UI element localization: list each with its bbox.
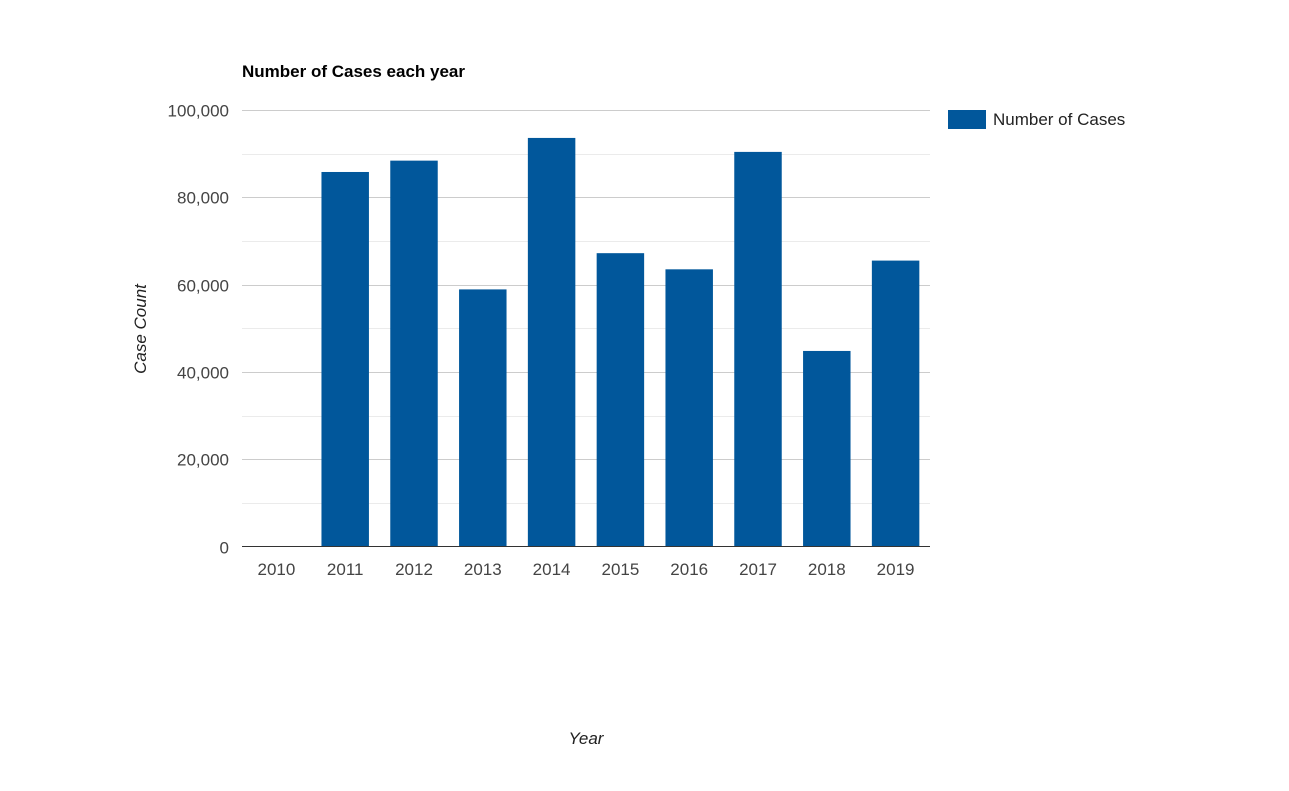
y-tick-label: 40,000 (177, 364, 229, 383)
bar-2017 (734, 151, 782, 547)
x-tick-label: 2016 (670, 560, 708, 579)
x-tick-label: 2012 (395, 560, 433, 579)
x-tick-label: 2015 (601, 560, 639, 579)
legend-swatch (948, 110, 986, 129)
bar-2011 (321, 171, 369, 547)
x-tick-label: 2014 (533, 560, 571, 579)
x-tick-label: 2013 (464, 560, 502, 579)
y-tick-label: 80,000 (177, 189, 229, 208)
y-tick-label: 100,000 (168, 102, 229, 121)
bar-2018 (803, 350, 851, 547)
bar-2016 (665, 269, 713, 547)
y-tick-label: 60,000 (177, 277, 229, 296)
bar-2013 (459, 289, 507, 547)
chart-title: Number of Cases each year (242, 62, 465, 81)
bar-2012 (390, 160, 438, 547)
y-tick-label: 0 (220, 539, 229, 558)
y-axis-ticks: 0 20,000 40,000 60,000 80,000 100,000 (168, 102, 229, 558)
y-axis-title: Case Count (131, 283, 150, 374)
legend: Number of Cases (948, 110, 1125, 129)
bar-2014 (527, 137, 576, 547)
bar-2015 (596, 253, 645, 547)
x-tick-label: 2018 (808, 560, 846, 579)
x-tick-label: 2017 (739, 560, 777, 579)
bar-2019 (871, 260, 920, 547)
legend-label: Number of Cases (993, 110, 1125, 129)
x-tick-label: 2019 (877, 560, 915, 579)
x-tick-label: 2011 (327, 560, 364, 579)
x-tick-label: 2010 (257, 560, 295, 579)
bars (321, 137, 920, 547)
y-tick-label: 20,000 (177, 451, 229, 470)
x-axis-title: Year (569, 729, 605, 748)
x-axis-ticks: 2010 2011 2012 2013 2014 2015 2016 2017 2018 2019 (257, 560, 914, 579)
